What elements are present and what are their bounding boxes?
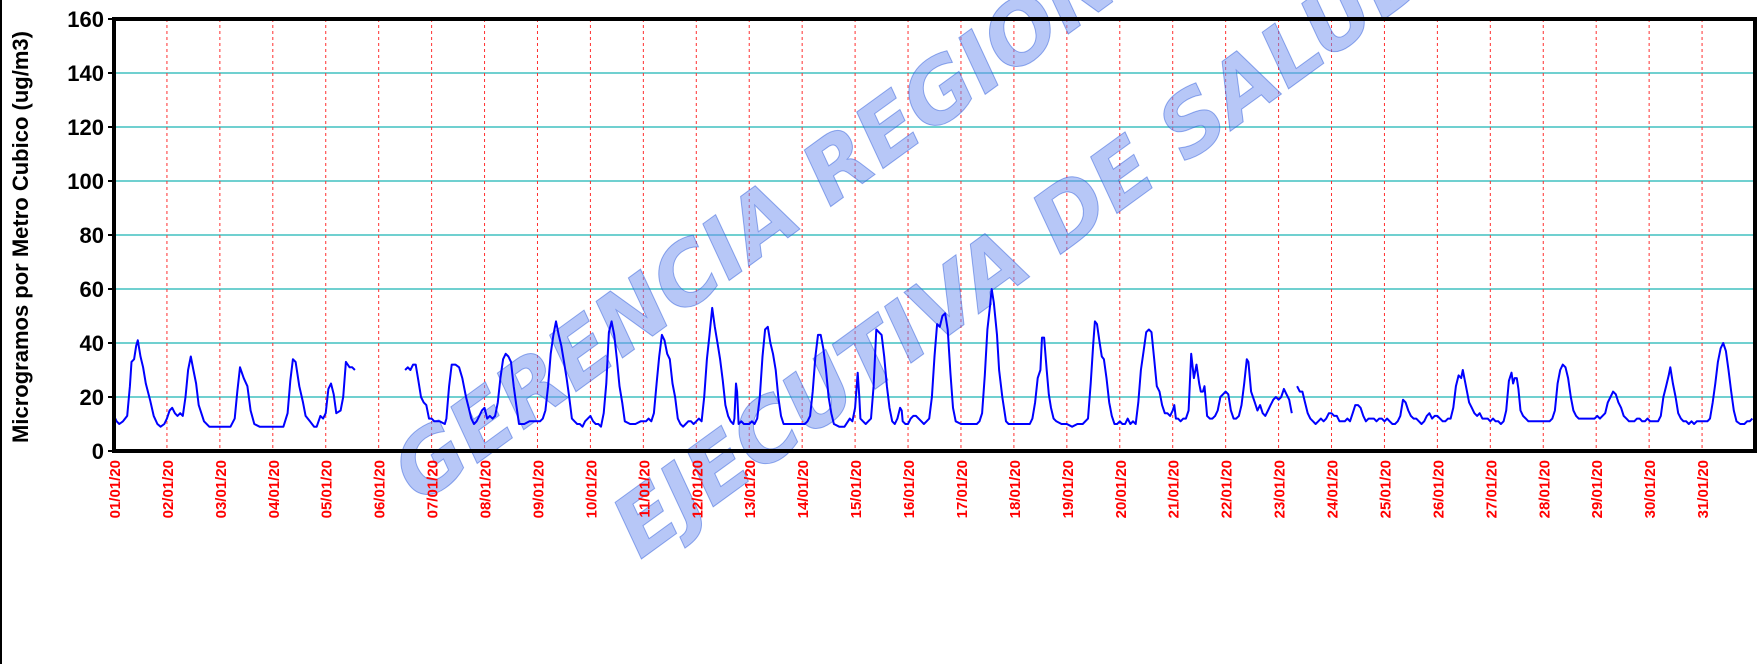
- x-tick-11: 11/01/20: [636, 460, 653, 518]
- x-tick-17: 17/01/20: [954, 460, 971, 518]
- series-line: [113, 288, 1754, 428]
- series-segment-3: [1296, 342, 1754, 425]
- x-tick-1: 01/01/20: [107, 460, 124, 518]
- x-tick-31: 31/01/20: [1695, 460, 1712, 518]
- x-axis-ticks: 01/01/20 02/01/20 03/01/20 04/01/20 05/01/20…: [107, 460, 1712, 518]
- series-segment-2: [404, 288, 1293, 428]
- x-tick-5: 05/01/20: [319, 460, 336, 518]
- x-tick-29: 29/01/20: [1589, 460, 1606, 518]
- x-tick-3: 03/01/20: [213, 460, 230, 518]
- y-tick-100: 100: [67, 169, 104, 194]
- x-tick-30: 30/01/20: [1642, 460, 1659, 518]
- x-tick-4: 04/01/20: [266, 460, 283, 518]
- y-tick-160: 160: [67, 7, 104, 32]
- x-tick-22: 22/01/20: [1219, 460, 1236, 518]
- y-tick-120: 120: [67, 115, 104, 140]
- y-axis-ticks: 0 20 40 60 80 100 120 140 160: [67, 7, 114, 464]
- series-segment-1: [113, 339, 356, 428]
- y-tick-40: 40: [80, 331, 104, 356]
- x-tick-15: 15/01/20: [848, 460, 865, 518]
- x-tick-16: 16/01/20: [901, 460, 918, 518]
- y-axis-label: Microgramos por Metro Cubico (ug/m3): [8, 31, 33, 443]
- x-tick-8: 08/01/20: [478, 460, 495, 518]
- y-tick-60: 60: [80, 277, 104, 302]
- x-tick-28: 28/01/20: [1536, 460, 1553, 518]
- x-tick-7: 07/01/20: [425, 460, 442, 518]
- x-tick-14: 14/01/20: [795, 460, 812, 518]
- x-tick-25: 25/01/20: [1378, 460, 1395, 518]
- y-tick-140: 140: [67, 61, 104, 86]
- y-tick-0: 0: [92, 439, 104, 464]
- x-tick-21: 21/01/20: [1166, 460, 1183, 518]
- x-tick-2: 02/01/20: [160, 460, 177, 518]
- vertical-gridlines: [166, 19, 1703, 451]
- x-tick-26: 26/01/20: [1430, 460, 1447, 518]
- x-tick-20: 20/01/20: [1113, 460, 1130, 518]
- y-tick-20: 20: [80, 385, 104, 410]
- y-tick-80: 80: [80, 223, 104, 248]
- x-tick-13: 13/01/20: [742, 460, 759, 518]
- x-tick-23: 23/01/20: [1272, 460, 1289, 518]
- x-tick-12: 12/01/20: [689, 460, 706, 518]
- x-tick-6: 06/01/20: [372, 460, 389, 518]
- x-tick-10: 10/01/20: [583, 460, 600, 518]
- horizontal-gridlines: [114, 72, 1755, 398]
- x-tick-24: 24/01/20: [1325, 460, 1342, 518]
- x-tick-9: 09/01/20: [531, 460, 548, 518]
- x-tick-18: 18/01/20: [1007, 460, 1024, 518]
- x-tick-19: 19/01/20: [1060, 460, 1077, 518]
- x-tick-27: 27/01/20: [1483, 460, 1500, 518]
